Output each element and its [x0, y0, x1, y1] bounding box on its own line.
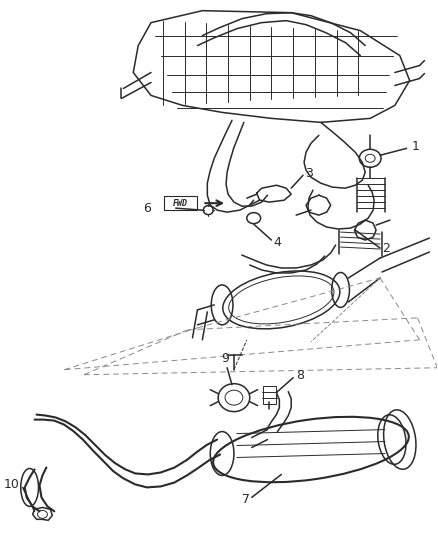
Text: 4: 4 — [273, 236, 281, 248]
Text: 8: 8 — [296, 369, 304, 382]
Text: 6: 6 — [143, 201, 151, 215]
Text: 1: 1 — [412, 140, 420, 153]
Text: 3: 3 — [305, 167, 313, 180]
Text: 2: 2 — [382, 241, 390, 255]
Text: FWD: FWD — [173, 199, 188, 208]
Text: 7: 7 — [242, 493, 250, 506]
Text: 9: 9 — [221, 352, 229, 365]
FancyBboxPatch shape — [164, 196, 198, 210]
Text: 10: 10 — [4, 478, 20, 491]
